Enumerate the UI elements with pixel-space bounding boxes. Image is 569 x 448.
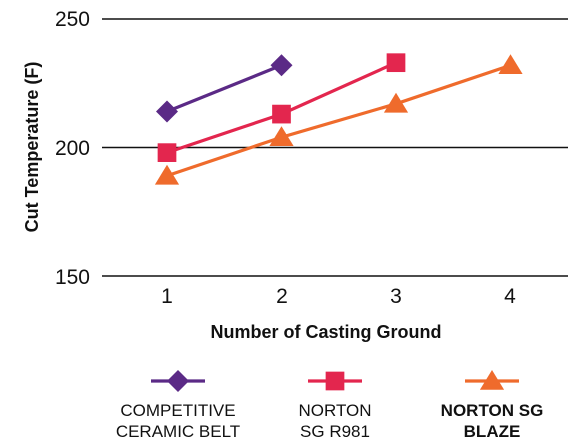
y-axis-title: Cut Temperature (F) [22, 62, 42, 233]
diamond-marker [167, 370, 189, 392]
square-marker [325, 371, 345, 391]
x-axis-title: Number of Casting Ground [211, 322, 442, 342]
triangle-marker [154, 164, 180, 185]
square-marker [157, 143, 177, 162]
square-marker [386, 53, 406, 73]
triangle-marker [498, 54, 523, 75]
legend-label: BLAZE [464, 422, 521, 441]
y-tick-label: 250 [55, 8, 90, 31]
legend-label: COMPETITIVE [120, 401, 235, 420]
y-tick-label: 200 [55, 137, 90, 160]
x-tick-label: 4 [504, 285, 516, 308]
series-line [166, 63, 512, 178]
y-tick-label: 150 [55, 266, 90, 289]
triangle-marker [383, 92, 409, 113]
square-marker [272, 104, 291, 124]
legend-label: NORTON [298, 401, 371, 420]
legend-label: NORTON SG [441, 401, 544, 420]
x-tick-label: 1 [161, 285, 173, 308]
triangle-marker [269, 126, 294, 147]
triangle-marker [479, 370, 505, 390]
legend-label: SG R981 [300, 422, 370, 441]
x-tick-label: 2 [276, 285, 288, 308]
series-line [166, 63, 283, 114]
x-tick-label: 3 [390, 285, 402, 308]
diamond-marker [156, 100, 178, 123]
legend-label: CERAMIC BELT [116, 422, 240, 441]
diamond-marker [270, 54, 293, 77]
